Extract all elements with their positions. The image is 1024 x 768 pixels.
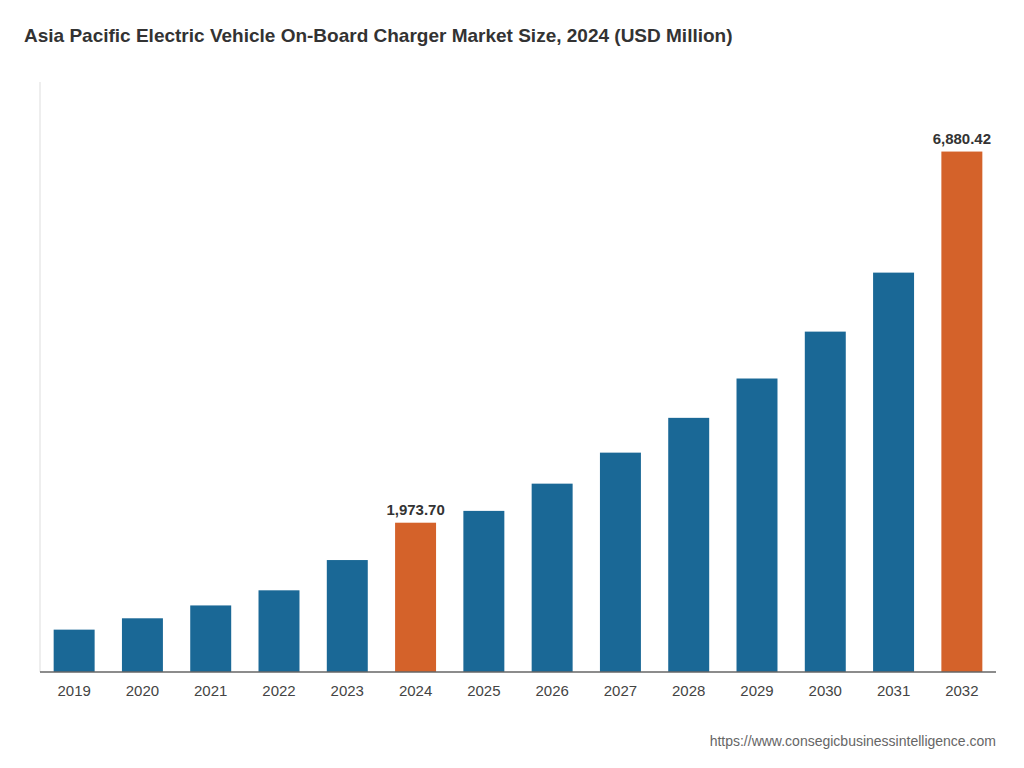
x-tick-label: 2028	[672, 682, 705, 699]
x-tick-label: 2031	[877, 682, 910, 699]
bar	[122, 618, 163, 672]
bar	[532, 484, 573, 672]
y-axis-line	[40, 82, 41, 672]
x-tick-label: 2019	[57, 682, 90, 699]
x-tick-label: 2030	[809, 682, 842, 699]
bar	[873, 273, 914, 672]
x-tick-label: 2020	[126, 682, 159, 699]
bar	[190, 605, 231, 672]
x-tick-label: 2027	[604, 682, 637, 699]
background	[0, 0, 1024, 768]
data-label: 1,973.70	[386, 501, 444, 518]
bars	[54, 152, 983, 672]
bar	[737, 379, 778, 672]
x-tick-label: 2026	[535, 682, 568, 699]
x-tick-label: 2025	[467, 682, 500, 699]
x-tick-label: 2022	[262, 682, 295, 699]
bar	[668, 418, 709, 672]
bar	[600, 453, 641, 672]
bar	[259, 590, 300, 672]
bar	[941, 152, 982, 672]
bar	[327, 560, 368, 672]
x-tick-label: 2021	[194, 682, 227, 699]
x-tick-label: 2024	[399, 682, 432, 699]
chart-svg: Asia Pacific Electric Vehicle On-Board C…	[0, 0, 1024, 768]
bar	[805, 332, 846, 672]
x-tick-label: 2029	[740, 682, 773, 699]
data-label: 6,880.42	[933, 130, 991, 147]
x-axis-line	[40, 671, 996, 673]
chart-container: Asia Pacific Electric Vehicle On-Board C…	[0, 0, 1024, 768]
x-tick-label: 2023	[331, 682, 364, 699]
source: https://www.consegicbusinessintelligence…	[710, 733, 996, 749]
x-tick-label: 2032	[945, 682, 978, 699]
bar	[463, 511, 504, 672]
title: Asia Pacific Electric Vehicle On-Board C…	[24, 25, 733, 46]
bar	[395, 523, 436, 672]
bar	[54, 630, 95, 672]
